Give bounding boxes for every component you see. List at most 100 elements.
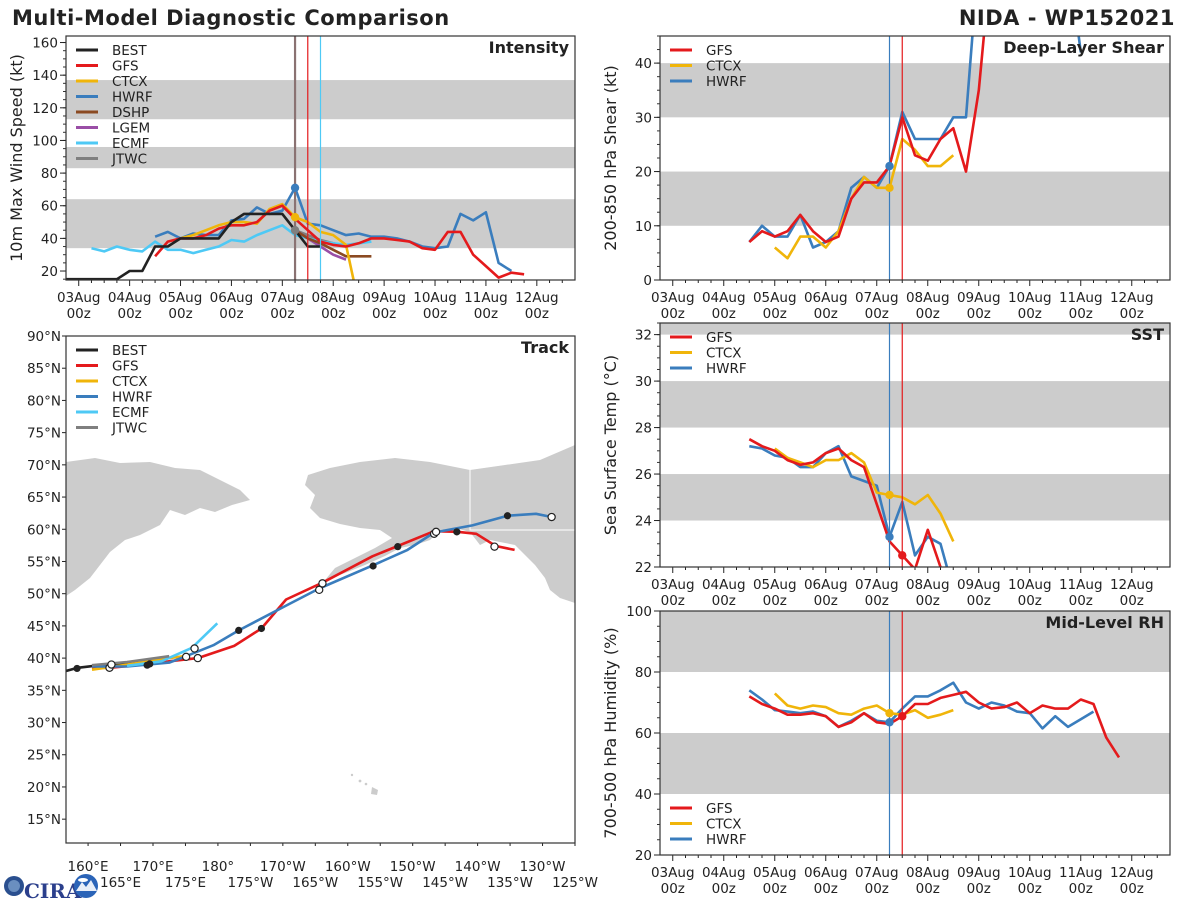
x-tick-sublabel: 00z — [916, 881, 940, 897]
y-tick-label: 20 — [635, 848, 652, 864]
marker-ctcx — [290, 212, 300, 222]
track-point-00z — [394, 543, 402, 551]
y-tick-label: 100 — [32, 133, 58, 149]
track-point-12z — [181, 652, 191, 662]
y-tick-label: 30 — [635, 374, 652, 390]
panel-sst: 22242628303203Aug00z04Aug00z05Aug00z06Au… — [601, 322, 1171, 609]
shaded-band — [660, 733, 1170, 794]
track-point-12z — [190, 644, 199, 653]
y-tick-label: 160 — [32, 36, 58, 52]
y-tick-label: 40 — [41, 231, 58, 247]
shaded-band — [660, 323, 1170, 335]
x-tick-sublabel: 00z — [712, 306, 736, 322]
x-tick-sublabel: 00z — [814, 593, 838, 609]
x-tick-sublabel: 00z — [168, 306, 192, 322]
track-point-00z — [503, 512, 512, 520]
marker-ctcx — [885, 183, 894, 193]
x-tick-sublabel: 00z — [967, 593, 991, 609]
lat-tick-label: 20°N — [27, 780, 61, 796]
shaded-band — [660, 381, 1170, 428]
x-tick-label: 09Aug — [957, 577, 1001, 593]
plot-area — [66, 512, 556, 673]
x-tick-label: 09Aug — [957, 865, 1001, 881]
x-tick-label: 10Aug — [413, 290, 457, 306]
land-hawaii-islet — [364, 782, 368, 786]
legend-label-ctcx: CTCX — [112, 74, 148, 90]
track-point-00z — [453, 528, 461, 536]
y-tick-label: 32 — [635, 328, 652, 344]
x-tick-sublabel: 00z — [763, 306, 787, 322]
legend-label-hwrf: HWRF — [112, 390, 153, 406]
x-tick-sublabel: 00z — [916, 593, 940, 609]
x-tick-label: 10Aug — [1008, 577, 1052, 593]
legend-label-hwrf: HWRF — [112, 90, 153, 106]
x-tick-sublabel: 00z — [1018, 593, 1042, 609]
legend-label-best: BEST — [112, 43, 147, 59]
x-tick-label: 08Aug — [311, 290, 355, 306]
x-tick-sublabel: 00z — [865, 593, 889, 609]
series-line-ctcx — [773, 137, 955, 260]
plot-area — [66, 36, 575, 280]
track-line-jtwc — [91, 654, 170, 667]
x-tick-label: 07Aug — [855, 577, 899, 593]
x-tick-sublabel: 00z — [967, 881, 991, 897]
series-line-hwrf — [154, 186, 513, 273]
lat-tick-label: 40°N — [27, 651, 61, 667]
x-tick-sublabel: 00z — [423, 306, 447, 322]
track-point-00z — [257, 624, 266, 633]
y-tick-label: 140 — [32, 68, 58, 84]
cira-logo: CIRA — [4, 874, 98, 903]
lat-tick-label: 55°N — [27, 554, 61, 570]
x-tick-sublabel: 00z — [67, 306, 91, 322]
land-alaska-canada — [305, 445, 575, 603]
lat-tick-label: 85°N — [27, 361, 61, 377]
lat-tick-label: 80°N — [27, 393, 61, 409]
lon-tick-label: 170°E — [132, 859, 173, 875]
y-tick-label: 60 — [635, 726, 652, 742]
marker-gfs — [898, 551, 907, 560]
x-tick-sublabel: 00z — [1120, 306, 1144, 322]
x-tick-label: 03Aug — [57, 290, 101, 306]
lon-tick-label: 165°E — [100, 875, 141, 891]
panel-title: SST — [1131, 325, 1164, 344]
x-tick-sublabel: 00z — [219, 306, 243, 322]
panel-shear: 01020304003Aug00z04Aug00z05Aug00z06Aug00… — [601, 35, 1171, 322]
marker-gfs — [898, 712, 907, 721]
y-tick-label: 24 — [635, 514, 652, 530]
legend-label-ecmf: ECMF — [112, 405, 149, 421]
plot-frame — [659, 322, 1171, 568]
y-tick-label: 0 — [643, 273, 652, 289]
panel-intensity: 2040608010012014016003Aug00z04Aug00z05Au… — [7, 35, 576, 322]
lon-tick-label: 140°W — [455, 859, 501, 875]
x-tick-sublabel: 00z — [712, 881, 736, 897]
x-tick-label: 12Aug — [1110, 290, 1154, 306]
series-line-gfs — [748, 690, 1121, 759]
lon-tick-label: 180° — [202, 859, 235, 875]
y-tick-label: 80 — [41, 166, 58, 182]
legend-label-gfs: GFS — [112, 359, 139, 375]
legend-label-hwrf: HWRF — [706, 832, 747, 848]
plot-area — [660, 36, 1170, 280]
plot-area — [660, 323, 1170, 567]
legend-label-best: BEST — [112, 343, 147, 359]
y-tick-label: 120 — [32, 101, 58, 117]
x-tick-sublabel: 00z — [712, 593, 736, 609]
track-point-00z — [369, 562, 377, 570]
track-point-12z — [107, 660, 116, 669]
legend-label-dshp: DSHP — [112, 105, 149, 121]
series-line-gfs — [154, 204, 525, 279]
x-tick-label: 05Aug — [753, 290, 797, 306]
shaded-band — [660, 611, 1170, 672]
x-tick-sublabel: 00z — [814, 881, 838, 897]
x-tick-label: 06Aug — [804, 577, 848, 593]
marker-jtwc — [290, 226, 300, 235]
lon-tick-label: 175°E — [165, 875, 206, 891]
x-tick-sublabel: 00z — [661, 306, 685, 322]
x-tick-sublabel: 00z — [525, 306, 549, 322]
lon-tick-label: 155°W — [357, 875, 403, 891]
x-tick-label: 08Aug — [906, 577, 950, 593]
x-tick-sublabel: 00z — [117, 306, 141, 322]
y-tick-label: 60 — [41, 199, 58, 215]
series-line-ctcx — [180, 202, 355, 280]
x-tick-label: 07Aug — [261, 290, 305, 306]
